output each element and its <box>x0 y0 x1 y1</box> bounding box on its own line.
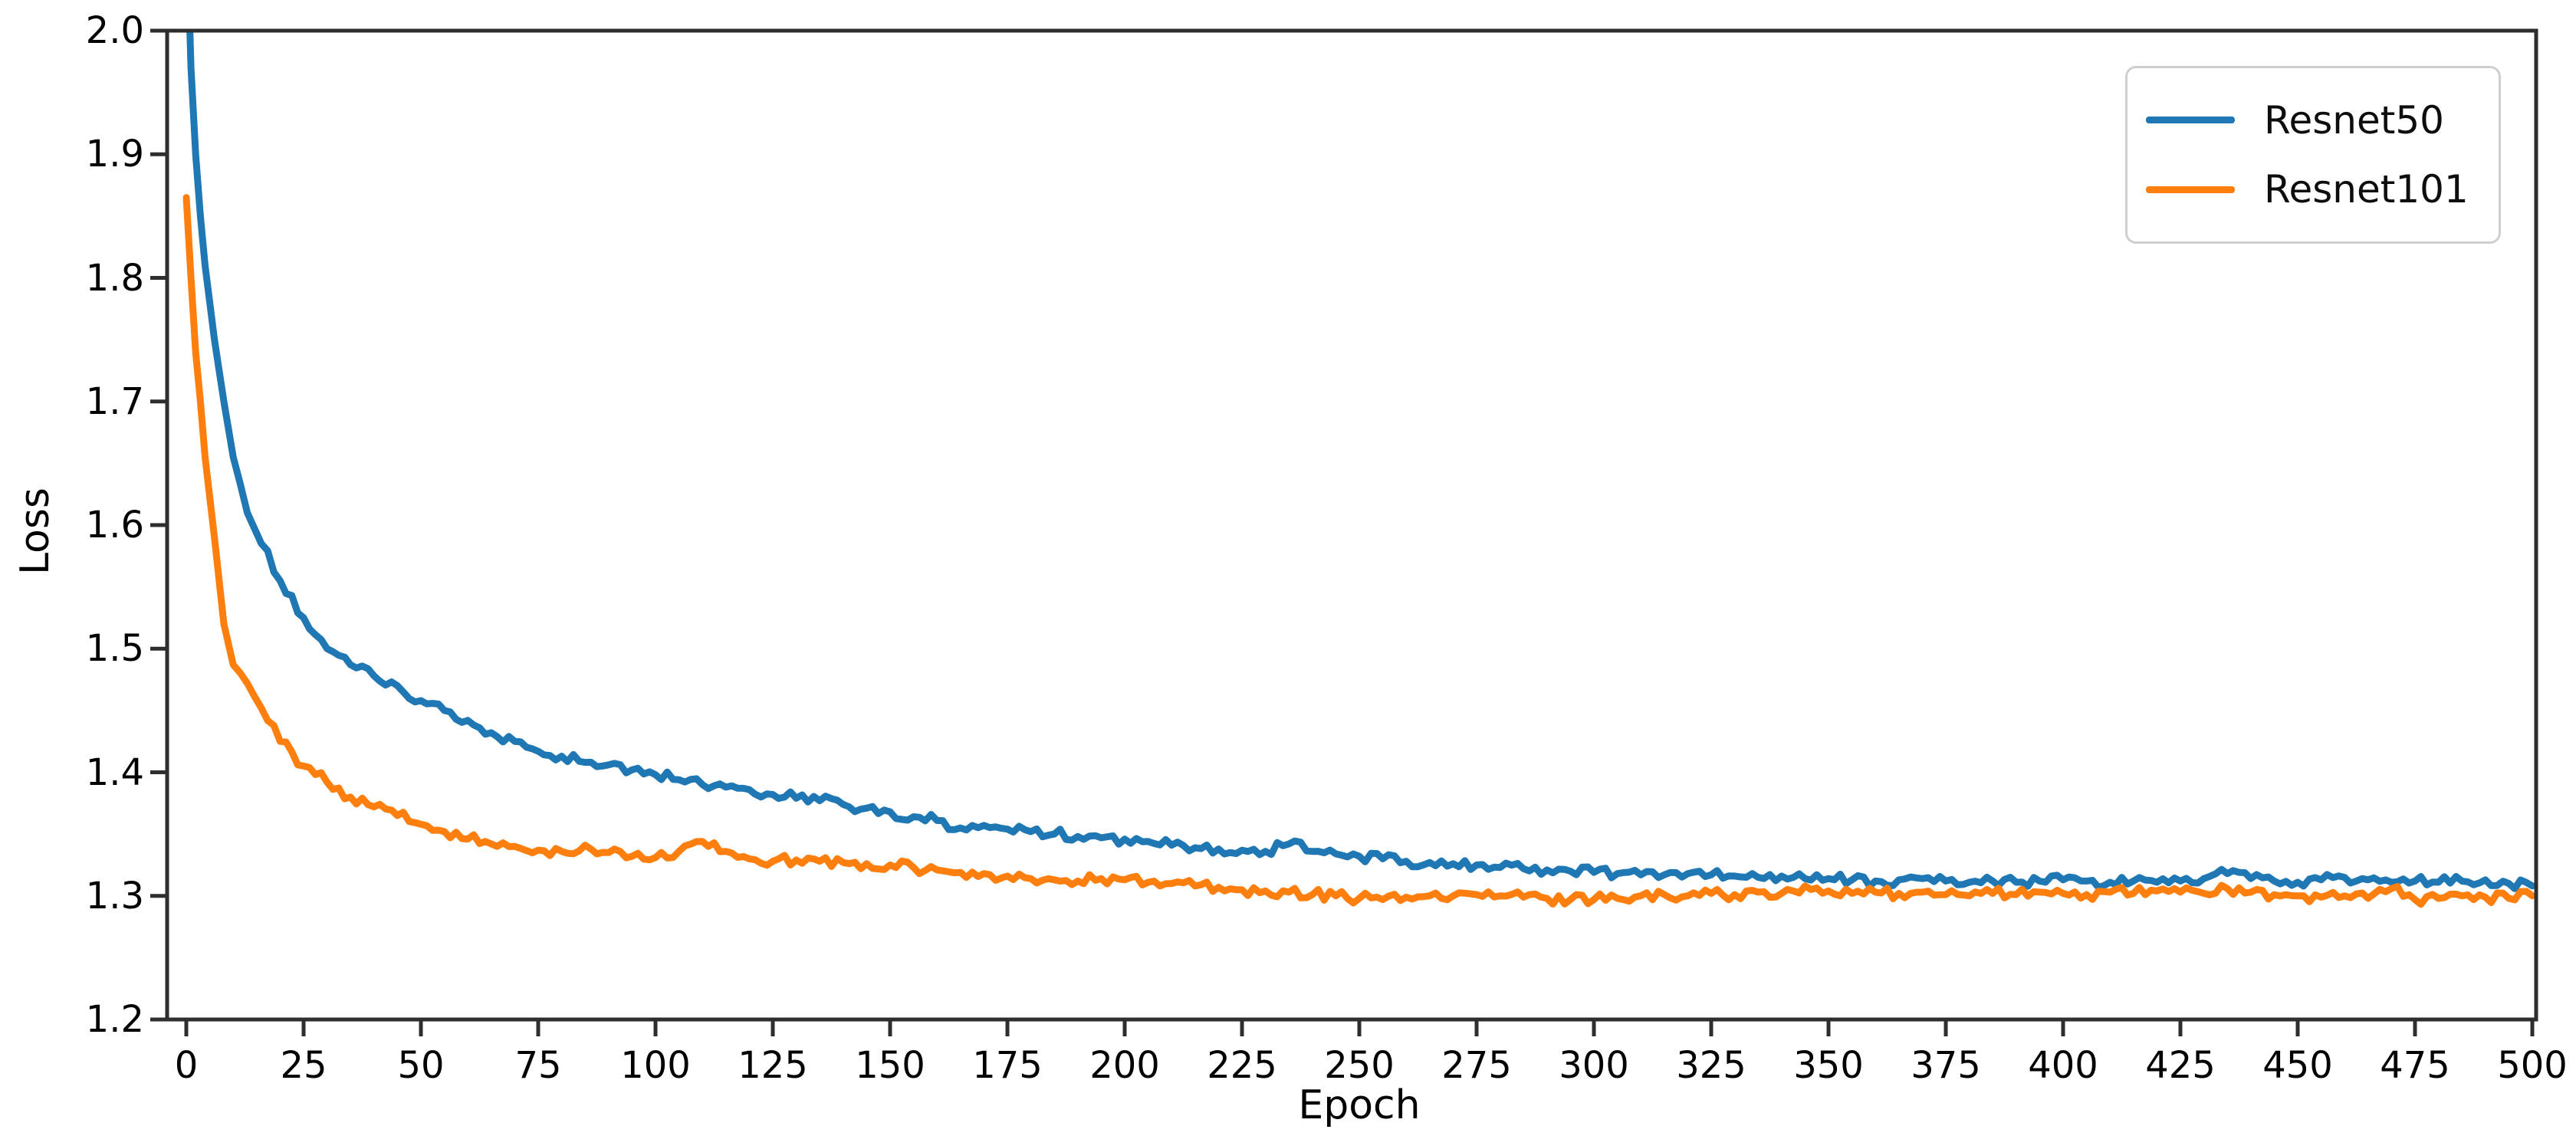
x-tick-label: 25 <box>280 1044 327 1087</box>
y-tick-label: 1.3 <box>85 874 144 918</box>
x-tick-label: 450 <box>2262 1044 2333 1087</box>
x-tick-label: 400 <box>2028 1044 2098 1087</box>
legend-line-sample <box>2146 186 2235 193</box>
y-tick-label: 1.4 <box>85 750 144 794</box>
y-tick-label: 2.0 <box>85 9 144 52</box>
y-tick-label: 1.7 <box>85 379 144 423</box>
x-tick-label: 275 <box>1441 1044 1512 1087</box>
x-tick-label: 50 <box>397 1044 445 1087</box>
x-tick-label: 175 <box>972 1044 1043 1087</box>
y-tick-label: 1.9 <box>85 133 144 176</box>
x-tick-label: 500 <box>2497 1044 2568 1087</box>
legend: Resnet50 Resnet101 <box>2125 66 2501 244</box>
legend-label: Resnet101 <box>2264 167 2469 212</box>
x-tick-label: 350 <box>1793 1044 1864 1087</box>
x-tick-label: 225 <box>1207 1044 1277 1087</box>
x-tick-label: 375 <box>1911 1044 1981 1087</box>
series-line-resnet101 <box>182 194 2535 908</box>
x-tick-label: 425 <box>2145 1044 2216 1087</box>
legend-label: Resnet50 <box>2264 97 2444 143</box>
series-line-resnet50 <box>186 29 2535 892</box>
x-tick-label: 325 <box>1676 1044 1746 1087</box>
x-tick-label: 300 <box>1559 1044 1629 1087</box>
legend-row: Resnet50 <box>2146 98 2491 143</box>
x-tick-label: 475 <box>2380 1044 2450 1087</box>
y-tick-label: 1.5 <box>85 627 144 671</box>
x-tick-label: 200 <box>1089 1044 1160 1087</box>
x-axis-title: Epoch <box>1298 1082 1421 1128</box>
y-tick-label: 1.2 <box>85 998 144 1041</box>
y-tick-label: 1.8 <box>85 256 144 300</box>
x-tick-label: 150 <box>855 1044 925 1087</box>
legend-row: Resnet101 <box>2146 167 2491 212</box>
axis-ticks <box>150 28 2535 1036</box>
x-tick-label: 250 <box>1324 1044 1395 1087</box>
legend-line-sample <box>2146 117 2235 124</box>
x-tick-label: 0 <box>174 1044 199 1087</box>
y-tick-label: 1.6 <box>85 504 144 547</box>
x-tick-label: 75 <box>514 1044 562 1087</box>
x-tick-label: 125 <box>738 1044 808 1087</box>
loss-curves <box>182 29 2535 908</box>
plot-frame <box>165 28 2538 1022</box>
y-axis-title: Loss <box>12 487 58 576</box>
x-tick-label: 100 <box>620 1044 691 1087</box>
